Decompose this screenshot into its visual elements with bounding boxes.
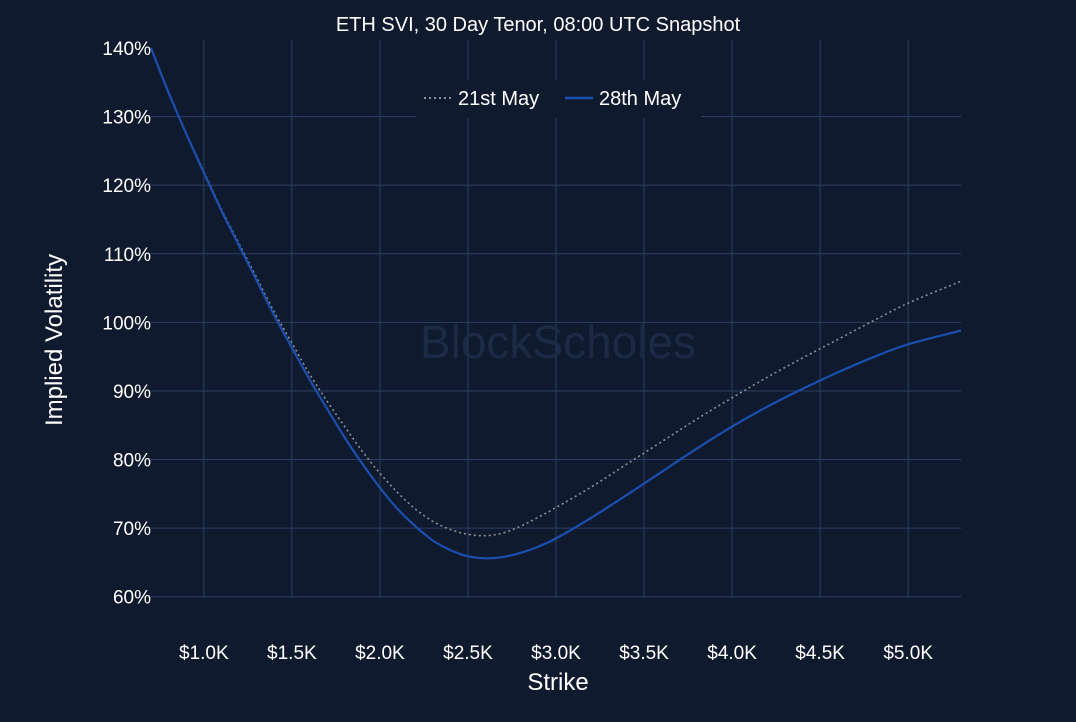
x-tick-label: $5.0K bbox=[883, 643, 933, 664]
x-tick-label: $1.5K bbox=[267, 643, 317, 664]
series-layer bbox=[149, 47, 962, 560]
y-tick-label: 100% bbox=[102, 313, 151, 334]
x-tick-label: $4.0K bbox=[707, 643, 757, 664]
chart-title: ETH SVI, 30 Day Tenor, 08:00 UTC Snapsho… bbox=[336, 14, 741, 36]
x-tick-label: $3.5K bbox=[619, 643, 669, 664]
y-tick-label: 60% bbox=[113, 588, 151, 609]
y-tick-label: 140% bbox=[102, 39, 151, 60]
y-tick-label: 90% bbox=[113, 382, 151, 403]
y-axis-ticks: 60% 70% 80% 90% 100% 110% 120% 130% 140% bbox=[102, 39, 151, 609]
x-tick-label: $2.5K bbox=[443, 643, 493, 664]
legend-label-28th-may: 28th May bbox=[599, 88, 681, 110]
legend-box bbox=[416, 80, 701, 118]
y-tick-label: 70% bbox=[113, 519, 151, 540]
y-tick-label: 110% bbox=[104, 245, 151, 266]
series-line-21st-may bbox=[150, 47, 962, 537]
y-tick-label: 130% bbox=[102, 108, 151, 129]
y-tick-label: 120% bbox=[102, 176, 151, 197]
legend[interactable]: 21st May 28th May bbox=[416, 80, 701, 118]
x-tick-label: $2.0K bbox=[355, 643, 405, 664]
watermark-text: BlockScholes bbox=[420, 316, 696, 368]
x-tick-label: $1.0K bbox=[179, 643, 229, 664]
x-tick-label: $3.0K bbox=[531, 643, 581, 664]
y-axis-title: Implied Volatility bbox=[41, 254, 68, 426]
series-line-28th-may bbox=[149, 47, 962, 560]
legend-label-21st-may: 21st May bbox=[458, 88, 539, 110]
legend-item-21st-may[interactable]: 21st May bbox=[424, 88, 539, 110]
legend-item-28th-may[interactable]: 28th May bbox=[565, 88, 681, 110]
y-tick-label: 80% bbox=[113, 451, 151, 472]
x-tick-label: $4.5K bbox=[795, 643, 845, 664]
x-axis-title: Strike bbox=[527, 669, 588, 696]
x-axis-ticks: $1.0K $1.5K $2.0K $2.5K $3.0K $3.5K $4.0K $4.5K… bbox=[179, 643, 933, 664]
